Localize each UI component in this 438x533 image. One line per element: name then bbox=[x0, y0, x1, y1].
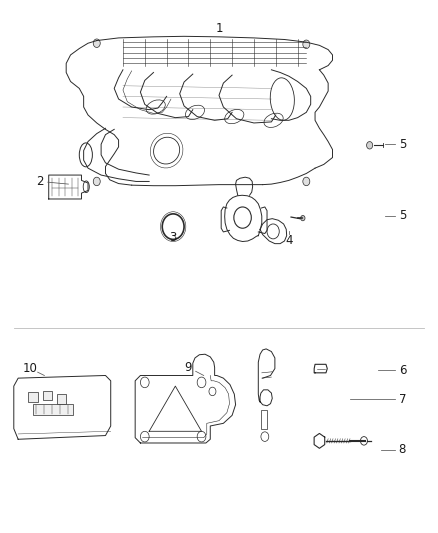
Text: 5: 5 bbox=[399, 138, 406, 151]
Circle shape bbox=[303, 40, 310, 49]
Text: 1: 1 bbox=[215, 22, 223, 35]
Circle shape bbox=[367, 142, 373, 149]
Text: 10: 10 bbox=[23, 362, 38, 375]
Circle shape bbox=[300, 215, 305, 221]
Bar bbox=[28, 392, 38, 402]
Text: 4: 4 bbox=[285, 235, 293, 247]
Circle shape bbox=[93, 177, 100, 185]
Text: 8: 8 bbox=[399, 443, 406, 456]
Circle shape bbox=[303, 177, 310, 185]
Bar bbox=[57, 394, 66, 403]
Text: 5: 5 bbox=[399, 209, 406, 222]
Text: 2: 2 bbox=[36, 175, 44, 188]
Text: 6: 6 bbox=[399, 364, 406, 377]
Bar bbox=[261, 410, 268, 429]
Bar bbox=[42, 391, 52, 400]
Bar bbox=[33, 403, 73, 415]
Text: 9: 9 bbox=[185, 361, 192, 374]
Text: 3: 3 bbox=[170, 231, 177, 244]
Text: 7: 7 bbox=[399, 393, 406, 406]
Circle shape bbox=[93, 39, 100, 47]
